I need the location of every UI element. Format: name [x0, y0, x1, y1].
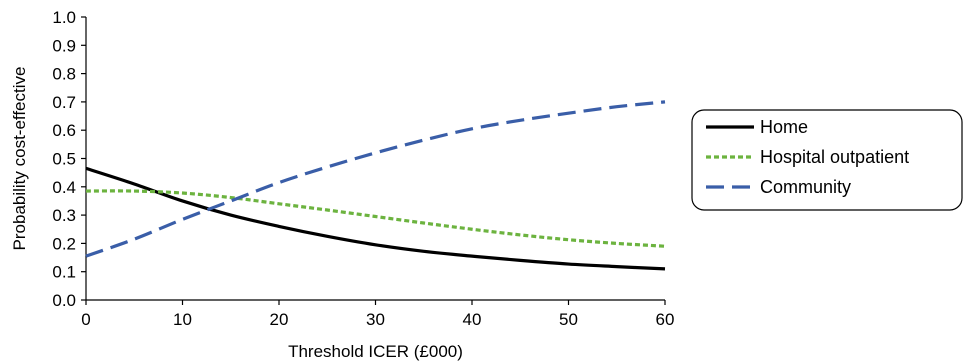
series-layer: [85, 100, 666, 271]
legend-label: Hospital outpatient: [760, 147, 909, 167]
x-tick-label: 20: [270, 310, 289, 329]
legend-items: Home Hospital outpatient Community: [706, 117, 909, 197]
y-tick-label: 0.9: [52, 36, 76, 55]
x-tick-label: 10: [173, 310, 192, 329]
chart-axes: 0.0 0.1 0.2 0.3 0.4 0.5 0.6 0.7 0.8 0.9 1.0 0 10 20 3…: [52, 8, 674, 329]
y-tick-label: 0.6: [52, 121, 76, 140]
series-line-community: [85, 100, 666, 258]
x-tick-label: 40: [463, 310, 482, 329]
legend-label: Community: [760, 177, 851, 197]
y-ticks: 0.0 0.1 0.2 0.3 0.4 0.5 0.6 0.7 0.8 0.9 1.0: [52, 8, 86, 310]
legend-box: [691, 109, 963, 211]
legend-label: Home: [760, 117, 808, 137]
y-tick-label: 0.8: [52, 65, 76, 84]
y-tick-label: 0.0: [52, 291, 76, 310]
y-tick-label: 0.3: [52, 206, 76, 225]
x-tick-label: 30: [366, 310, 385, 329]
series-line-home: [85, 166, 666, 271]
x-tick-label: 0: [81, 310, 90, 329]
y-tick-label: 0.5: [52, 150, 76, 169]
x-tick-label: 50: [559, 310, 578, 329]
y-axis-title: Probability cost-effective: [10, 67, 29, 251]
y-tick-label: 0.2: [52, 234, 76, 253]
y-tick-label: 0.1: [52, 263, 76, 282]
x-ticks: 0 10 20 30 40 50 60: [81, 300, 674, 329]
x-axis-title: Threshold ICER (£000): [288, 342, 463, 361]
series-line-hospital-outpatient: [85, 189, 666, 248]
legend: Home Hospital outpatient Community: [691, 109, 963, 211]
y-tick-label: 0.7: [52, 93, 76, 112]
x-tick-label: 60: [656, 310, 675, 329]
y-tick-label: 0.4: [52, 178, 76, 197]
y-tick-label: 1.0: [52, 8, 76, 27]
